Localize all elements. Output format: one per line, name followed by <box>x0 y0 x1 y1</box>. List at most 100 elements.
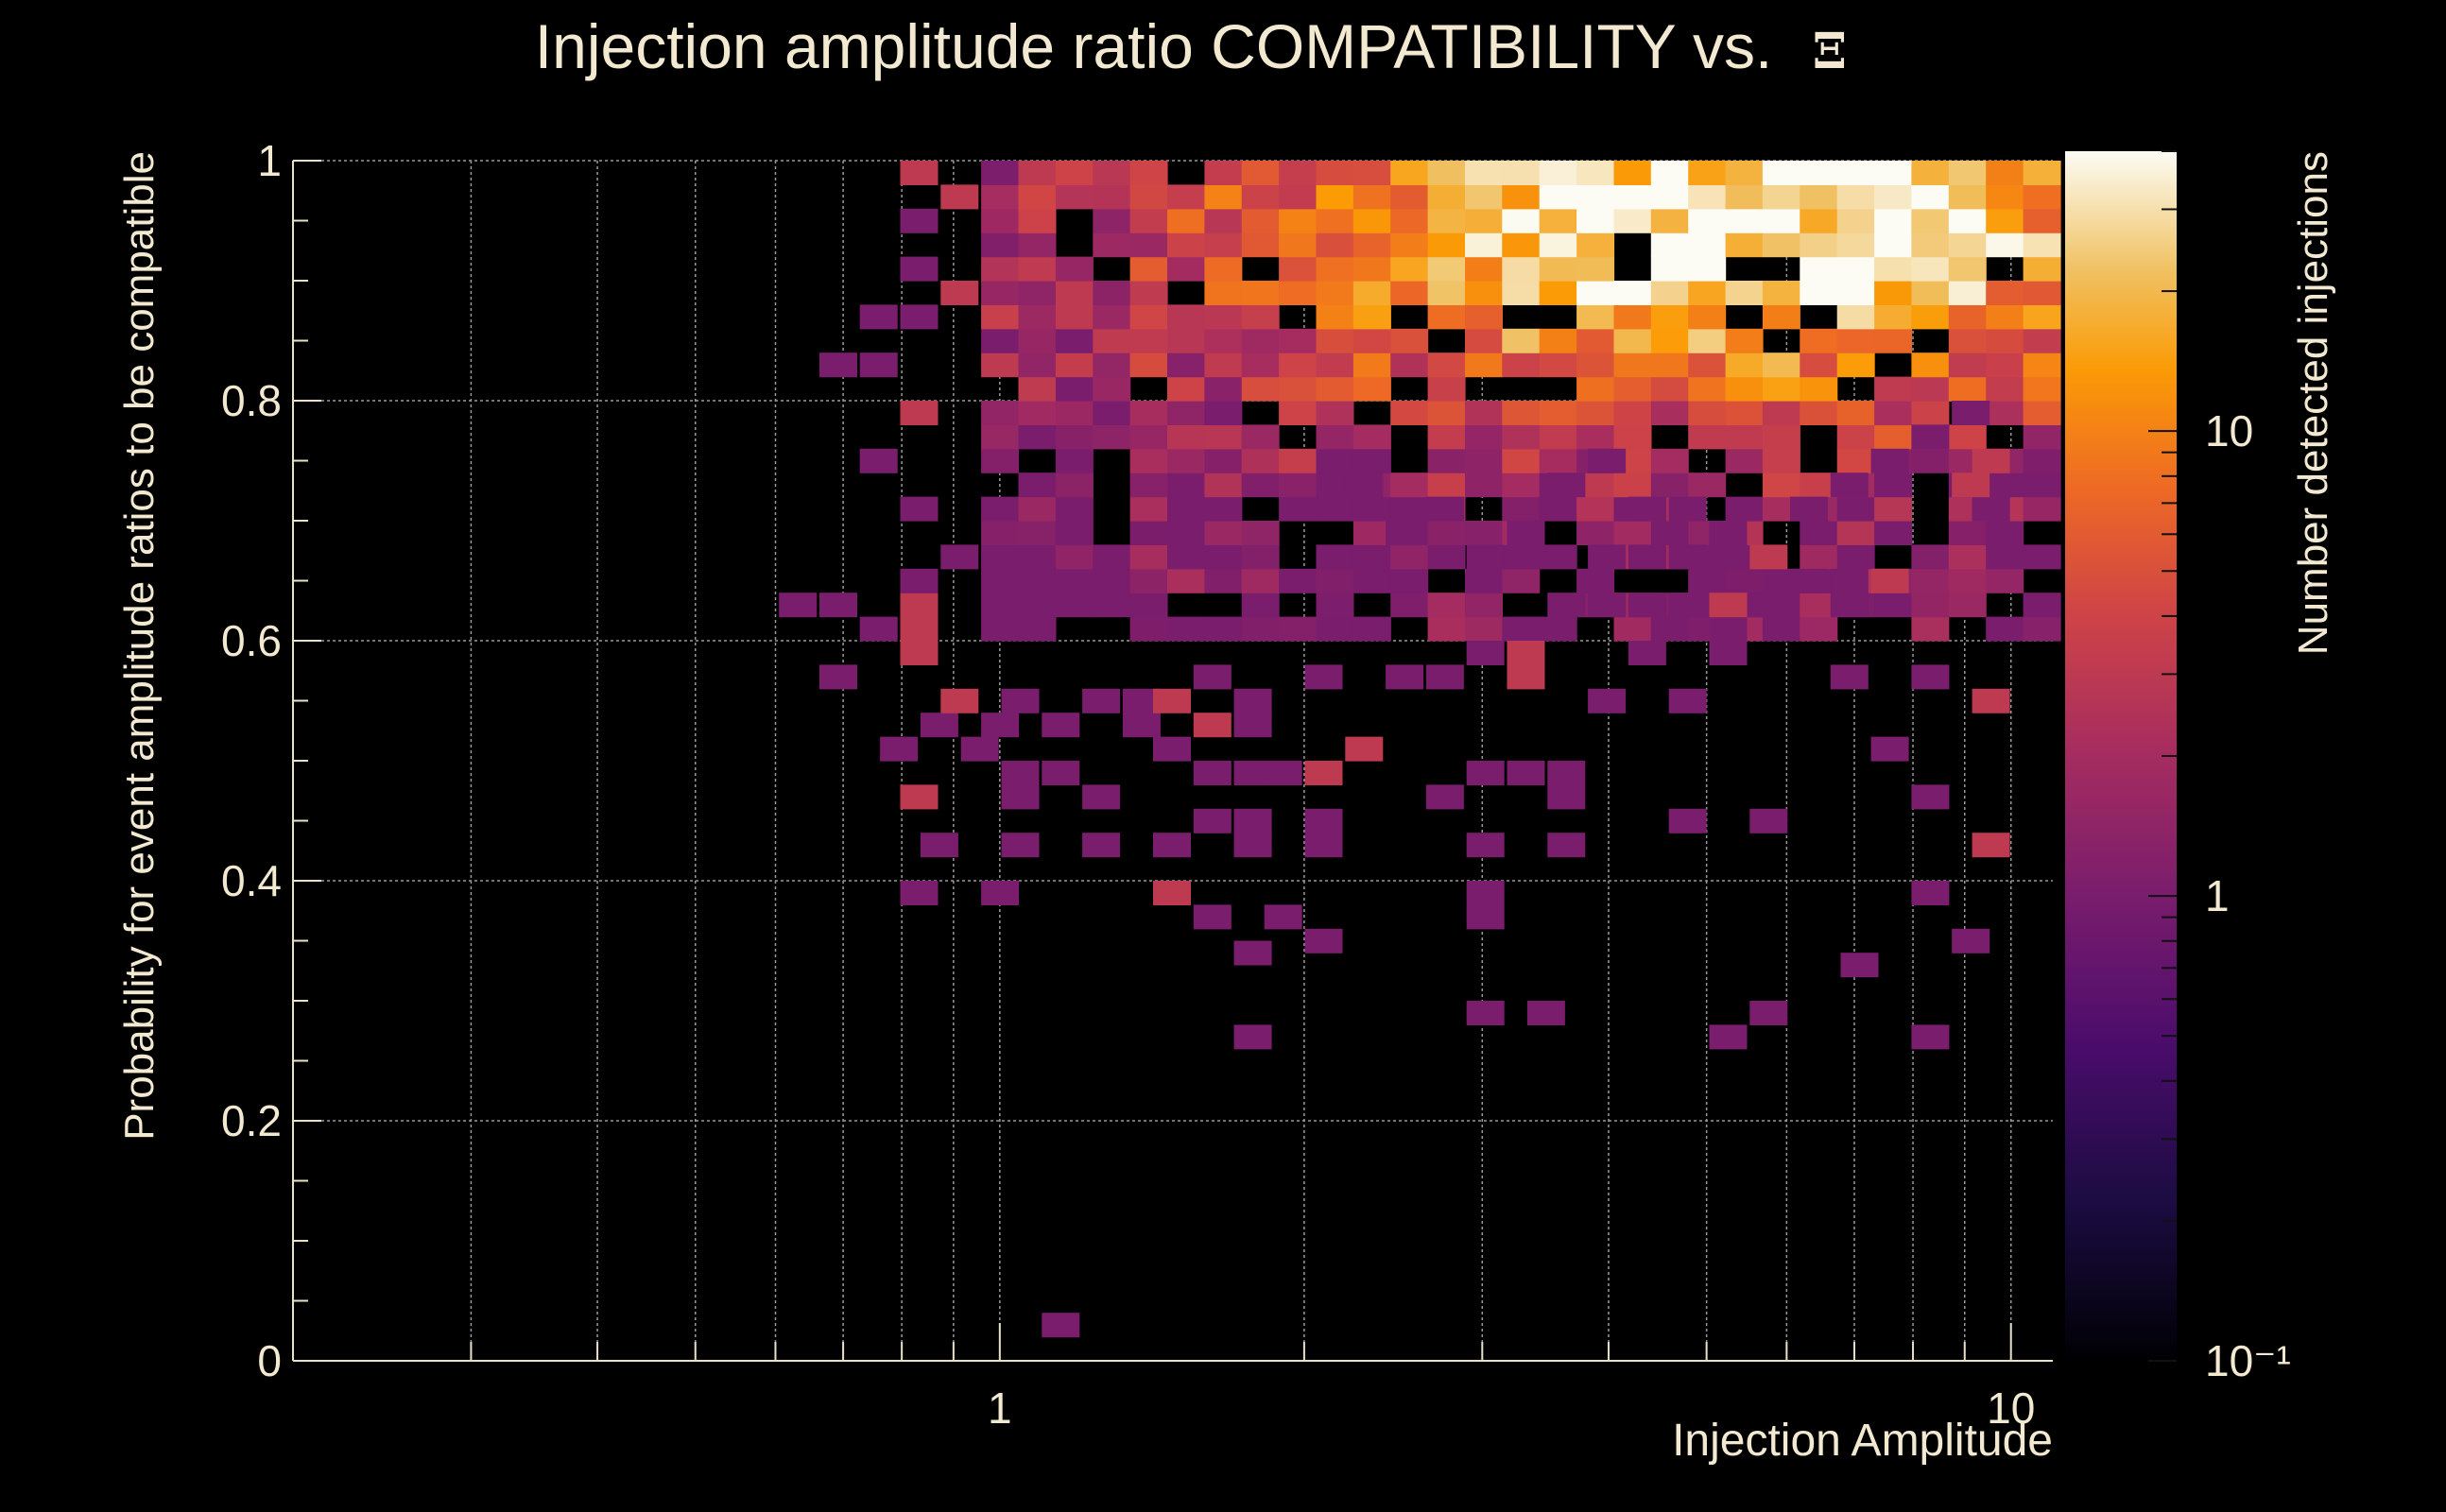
heatmap-cell <box>1836 208 1875 233</box>
heatmap-cell <box>1911 1024 1950 1050</box>
heatmap-cell <box>1502 544 1541 570</box>
heatmap-cell <box>1167 376 1205 402</box>
heatmap-cell <box>1986 472 2024 498</box>
heatmap-cell <box>1279 232 1318 258</box>
heatmap-cell <box>1650 472 1689 498</box>
heatmap-cell <box>1001 688 1040 713</box>
heatmap-cell <box>1800 401 1838 425</box>
heatmap-cell <box>1800 232 1838 258</box>
heatmap-cell <box>1576 281 1615 305</box>
heatmap-cell <box>1466 761 1505 785</box>
heatmap-cell <box>1055 352 1094 378</box>
heatmap-cell <box>2023 424 2061 450</box>
heatmap-cell <box>1650 448 1689 473</box>
heatmap-cell <box>1167 496 1205 522</box>
heatmap-cell <box>1018 424 1057 450</box>
heatmap-cell <box>1725 448 1764 473</box>
heatmap-cell <box>1241 448 1280 473</box>
heatmap-cell <box>1352 328 1391 353</box>
heatmap-cell <box>1018 593 1057 618</box>
heatmap-cell <box>1153 881 1191 905</box>
heatmap-cell <box>1204 256 1243 282</box>
heatmap-cell <box>1129 352 1168 378</box>
heatmap-cell <box>1502 472 1541 498</box>
heatmap-cell <box>1628 641 1666 665</box>
heatmap-cell <box>981 568 1020 593</box>
heatmap-cell <box>1465 208 1503 233</box>
heatmap-cell <box>1576 304 1615 330</box>
heatmap-cell <box>1948 161 1987 185</box>
heatmap-cell <box>1390 496 1429 522</box>
heatmap-cell <box>1465 472 1503 498</box>
heatmap-cell <box>1986 208 2024 233</box>
heatmap-cell <box>1668 544 1707 570</box>
heatmap-cell <box>1800 281 1838 305</box>
heatmap-cell <box>1001 833 1040 858</box>
heatmap-cell <box>1986 184 2024 210</box>
heatmap-cell <box>1129 521 1168 545</box>
heatmap-cell <box>1167 232 1205 258</box>
heatmap-cell <box>1465 401 1503 425</box>
heatmap-cell <box>1390 281 1429 305</box>
heatmap-cell <box>1650 184 1689 210</box>
heatmap-cell <box>1279 568 1318 593</box>
heatmap-cell <box>1911 256 1950 282</box>
heatmap-cell <box>819 664 857 690</box>
axes: 0 0.2 0.4 0.6 0.8 1 1 10 <box>221 136 2053 1433</box>
heatmap-cell <box>900 641 939 665</box>
heatmap-cell <box>1948 184 1987 210</box>
heatmap-cell <box>1352 304 1391 330</box>
heatmap-cell <box>981 424 1020 450</box>
heatmap-cell <box>1502 352 1541 378</box>
heatmap-cell <box>1576 184 1615 210</box>
heatmap-cell <box>920 833 958 858</box>
heatmap-cell <box>1762 472 1800 498</box>
heatmap-cell <box>1018 256 1057 282</box>
heatmap-cell <box>1390 401 1429 425</box>
heatmap-cell <box>1588 593 1627 618</box>
heatmap-cell <box>1345 736 1384 762</box>
heatmap-cell <box>1465 593 1503 618</box>
heatmap-cell <box>1304 808 1343 833</box>
heatmap-cell <box>1241 184 1280 210</box>
heatmap-cell <box>1204 161 1243 185</box>
x-tick-label: 1 <box>988 1383 1012 1433</box>
heatmap-cell <box>1264 904 1302 930</box>
y-tick-label: 0.6 <box>221 616 282 665</box>
heatmap-cell <box>1055 472 1094 498</box>
heatmap-cell <box>1427 521 1466 545</box>
heatmap-cell <box>1129 184 1168 210</box>
heatmap-cell <box>1093 593 1131 618</box>
heatmap-cell <box>1986 616 2024 642</box>
heatmap-cell <box>1427 352 1466 378</box>
heatmap-cell <box>1800 328 1838 353</box>
heatmap-cell <box>1352 184 1391 210</box>
heatmap-cell <box>1204 616 1243 642</box>
heatmap-cell <box>981 616 1020 642</box>
heatmap-cell <box>1390 256 1429 282</box>
heatmap-cell <box>1279 352 1318 378</box>
heatmap-cell <box>1836 256 1875 282</box>
heatmap-cell <box>1427 376 1466 402</box>
heatmap-cell <box>1650 256 1689 282</box>
heatmap-cell <box>1279 448 1318 473</box>
heatmap-cell <box>920 713 958 738</box>
heatmap-cell <box>1911 544 1950 570</box>
heatmap-cell <box>1241 232 1280 258</box>
heatmap-cell <box>1352 424 1391 450</box>
heatmap-cell <box>1725 232 1764 258</box>
heatmap-cell <box>1427 281 1466 305</box>
heatmap-cell <box>1539 616 1577 642</box>
heatmap-cell <box>1588 544 1627 570</box>
heatmap-cell <box>1576 161 1615 185</box>
heatmap-cell <box>960 736 999 762</box>
heatmap-cell <box>1800 616 1838 642</box>
heatmap-cell <box>1279 281 1318 305</box>
heatmap-cell <box>1709 593 1748 618</box>
heatmap-cell <box>2023 232 2061 258</box>
heatmap-cell <box>1465 184 1503 210</box>
heatmap-cell <box>1352 544 1391 570</box>
heatmap-cell <box>1193 808 1232 833</box>
heatmap-cell <box>2023 256 2061 282</box>
heatmap-cell <box>1427 593 1466 618</box>
